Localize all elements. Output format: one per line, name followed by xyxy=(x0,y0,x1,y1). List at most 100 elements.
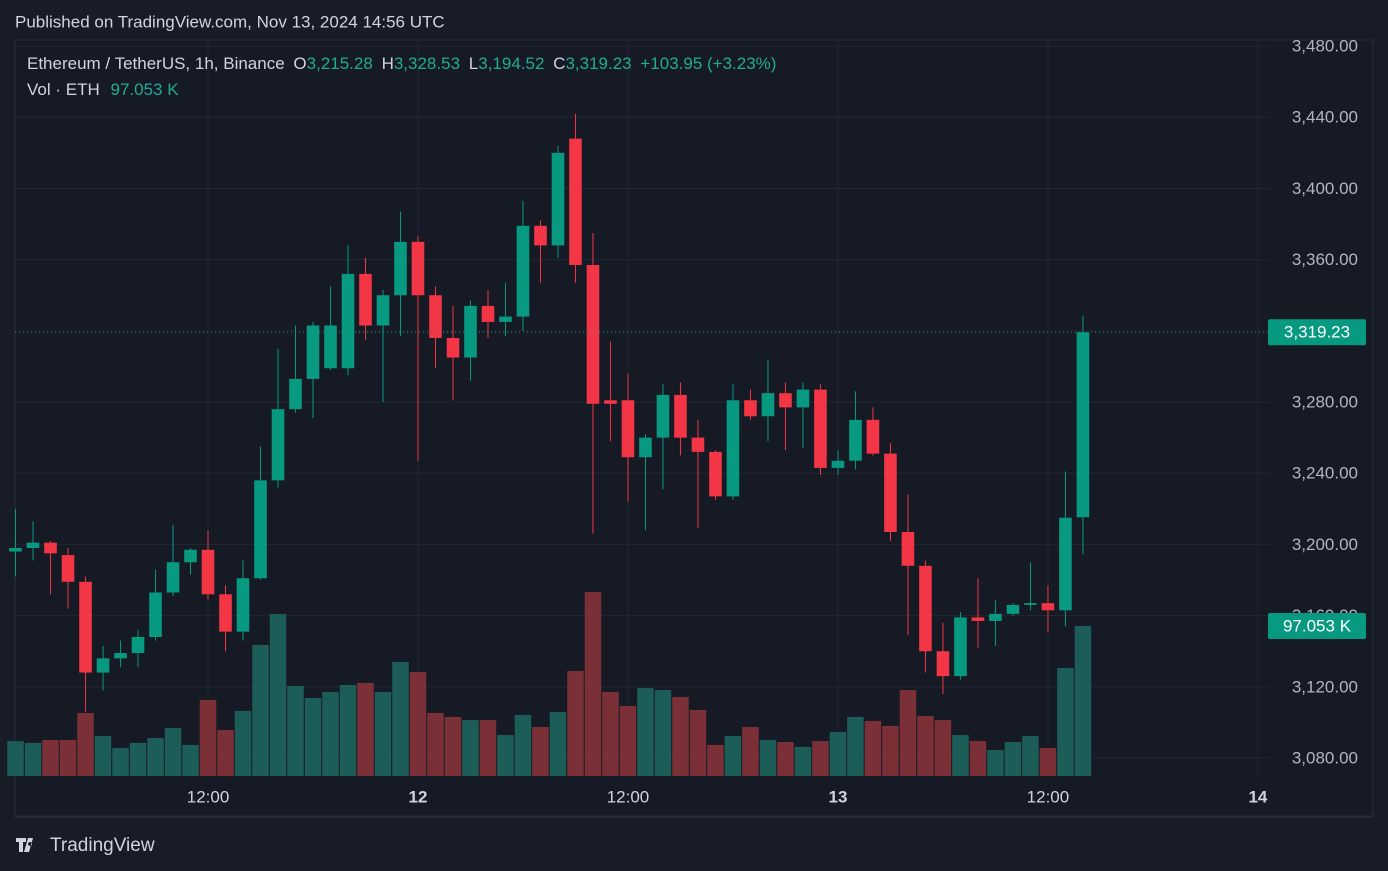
volume-bar xyxy=(77,712,94,776)
chart-frame xyxy=(14,39,1374,818)
candle-body xyxy=(814,389,827,468)
volume-bar xyxy=(707,744,724,776)
candle-body xyxy=(341,273,355,369)
price-tag: 3,319.23 xyxy=(1284,323,1350,342)
volume-bar xyxy=(689,710,707,776)
volume-bar xyxy=(392,661,409,776)
candle-body xyxy=(516,225,530,317)
candle-body xyxy=(604,400,617,404)
y-tick-label: 3,120.00 xyxy=(1292,677,1358,696)
candle-body xyxy=(219,594,232,632)
candle-body xyxy=(744,400,757,417)
y-tick-label: 3,480.00 xyxy=(1292,37,1358,56)
y-tick-label: 3,360.00 xyxy=(1292,250,1358,269)
candle-body xyxy=(359,273,372,326)
brand: TradingView xyxy=(16,835,155,856)
candle-body xyxy=(166,562,180,593)
volume-bar xyxy=(514,714,532,776)
vol-label: Vol · ETH xyxy=(27,80,100,99)
volume-bar xyxy=(969,741,987,776)
volume-bar xyxy=(759,739,777,776)
volume-bar xyxy=(847,716,864,776)
candle-body xyxy=(324,325,337,369)
symbol: Ethereum / TetherUS, 1h, Binance xyxy=(27,54,285,73)
candle-body xyxy=(79,581,92,673)
volume-tag-bg xyxy=(1268,612,1366,639)
volume-bar xyxy=(374,691,392,776)
volume-bar xyxy=(269,614,287,776)
candle-body xyxy=(884,453,897,532)
candle-body xyxy=(376,295,390,326)
h-label: H xyxy=(382,54,394,73)
l-label: L xyxy=(469,54,478,73)
volume-bar xyxy=(567,671,584,776)
volume-bar xyxy=(987,750,1004,776)
candle-body xyxy=(849,419,862,461)
volume-bar xyxy=(584,591,602,776)
volume-bar xyxy=(899,690,917,776)
volume-bar xyxy=(952,735,969,776)
volume-bar xyxy=(287,686,304,776)
candle-body xyxy=(1059,517,1072,611)
volume-bar xyxy=(1074,625,1092,776)
candle-body xyxy=(61,555,75,582)
candle-body xyxy=(796,389,810,408)
y-tick-label: 3,080.00 xyxy=(1292,749,1358,768)
y-tick-label: 3,440.00 xyxy=(1292,108,1358,127)
candle-body xyxy=(726,400,740,497)
volume-bar xyxy=(882,725,899,776)
volume-bar xyxy=(864,720,882,776)
c-label: C xyxy=(553,54,565,73)
volume-bar xyxy=(59,739,77,776)
volume-bar xyxy=(1004,741,1022,776)
candle-body xyxy=(26,542,40,548)
candle-body xyxy=(569,138,582,265)
candle-body xyxy=(499,316,512,322)
volume-bar xyxy=(304,697,322,776)
candle-body xyxy=(709,451,722,497)
candle-body xyxy=(691,437,705,452)
volume-bar xyxy=(217,729,234,776)
published-text: Published on TradingView.com, Nov 13, 20… xyxy=(15,12,445,31)
vol-value: 97.053 K xyxy=(110,80,179,99)
legend-ohlc: Ethereum / TetherUS, 1h, Binance O3,215.… xyxy=(27,54,776,73)
volume-bar xyxy=(917,716,934,776)
volume-bar xyxy=(339,684,357,776)
candle-body xyxy=(289,378,302,410)
volume-bar xyxy=(7,741,24,776)
volume-bar xyxy=(462,720,479,776)
y-tick-label: 3,240.00 xyxy=(1292,464,1358,483)
y-tick-label: 3,400.00 xyxy=(1292,179,1358,198)
o-value: 3,215.28 xyxy=(307,54,373,73)
candle-body xyxy=(1006,604,1020,614)
h-value: 3,328.53 xyxy=(394,54,460,73)
candle-body xyxy=(1041,603,1055,611)
volume-bar xyxy=(129,742,147,776)
candle-body xyxy=(674,394,687,438)
volume-bar xyxy=(164,727,182,776)
volume-bar xyxy=(409,671,427,776)
volume-bar xyxy=(532,727,549,776)
volume-bar xyxy=(637,688,654,776)
candle-body xyxy=(919,565,932,652)
volume-bar xyxy=(252,644,269,776)
volume-bar xyxy=(742,727,759,776)
y-tick-label: 3,280.00 xyxy=(1292,393,1358,412)
candle-body xyxy=(761,393,775,417)
x-tick-label: 12 xyxy=(409,787,428,806)
volume-bar xyxy=(724,735,742,776)
candle-body xyxy=(306,325,320,379)
x-tick-label: 14 xyxy=(1248,787,1267,806)
brand-logo xyxy=(16,838,33,852)
candle-body xyxy=(96,658,110,673)
candle-body xyxy=(534,225,547,246)
volume-bar xyxy=(479,720,497,776)
candle-body xyxy=(989,613,1002,621)
candle-body xyxy=(184,549,197,563)
volume-bar xyxy=(322,691,339,776)
candle-body xyxy=(44,542,57,554)
volume-bar xyxy=(619,705,637,776)
volume-bar xyxy=(94,735,112,776)
y-tick-label: 3,200.00 xyxy=(1292,535,1358,554)
